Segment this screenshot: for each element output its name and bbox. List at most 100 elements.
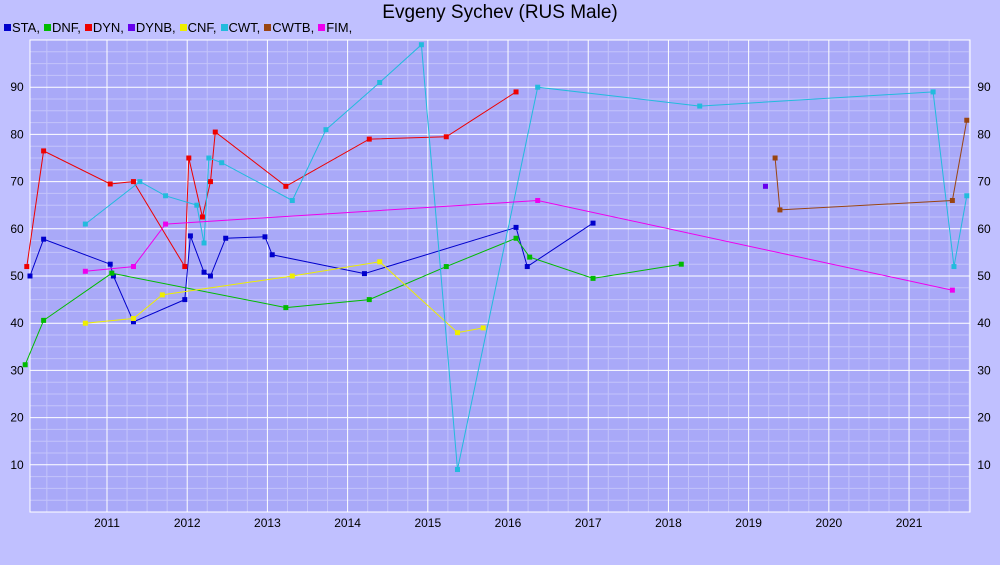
data-point-cwt [323,127,329,133]
data-point-cnf [454,330,460,336]
y-tick-label-right: 10 [977,458,991,472]
legend-item-dnf: DNF, [43,20,81,35]
data-point-sta [223,235,229,241]
data-point-cwt [377,79,383,85]
data-point-dnf [443,264,449,270]
y-tick-label-right: 30 [977,363,991,377]
data-point-cwtb [772,155,778,161]
legend-item-cnf: CNF, [179,20,217,35]
data-point-dnf [678,261,684,267]
data-point-cwtb [949,197,955,203]
data-point-cwt [951,264,957,270]
legend-label: DYN, [92,20,124,35]
chart-title: Evgeny Sychev (RUS Male) [382,2,618,23]
data-point-cnf [289,273,295,279]
x-tick-label: 2015 [414,516,441,530]
series-dynb [762,183,768,189]
data-point-cwt [219,160,225,166]
legend-item-dynb: DYNB, [127,20,176,35]
series-cwtb [772,117,970,213]
series-line-sta [29,222,594,323]
y-tick-label-left: 10 [10,458,24,472]
data-point-fim [163,221,169,227]
y-tick-label-right: 70 [977,175,991,189]
data-point-cwtb [777,207,783,213]
data-point-cwt [964,193,970,199]
data-point-dnf [366,297,372,303]
data-point-cwt [930,89,936,95]
series-dnf [22,235,684,368]
data-point-sta [27,273,33,279]
data-point-dnf [590,275,596,281]
x-tick-label: 2016 [495,516,522,530]
data-point-fim [130,264,136,270]
x-axis: 2011 2012 2013 2014 2015 2016 2017 2018 2019 2020… [94,516,923,530]
data-point-dnf [109,270,115,276]
data-point-dnf [41,317,47,323]
y-tick-label-left: 80 [10,127,24,141]
series-layer [22,42,970,473]
data-point-fim [535,197,541,203]
legend-label: CWTB, [272,20,315,35]
y-tick-label-right: 20 [977,411,991,425]
data-point-cwt [289,197,295,203]
data-point-sta [182,297,188,303]
legend-swatch [179,24,187,31]
y-tick-label-left: 90 [10,80,24,94]
data-point-sta [590,220,596,226]
series-fim [82,197,955,293]
x-tick-label: 2017 [575,516,602,530]
legend-item-cwtb: CWTB, [264,20,314,35]
data-point-cnf [480,325,486,331]
data-point-sta [130,319,136,325]
y-axis-right: 10 20 30 40 50 60 70 80 90 [977,80,991,472]
data-point-sta [262,234,268,240]
data-point-fim [82,268,88,274]
series-line-cwtb [774,120,968,211]
data-point-dnf [283,305,289,311]
x-tick-label: 2021 [896,516,923,530]
data-point-dyn [130,179,136,185]
data-point-sta [361,271,367,277]
data-point-cnf [377,259,383,265]
y-tick-label-left: 50 [10,269,24,283]
legend-swatch [84,24,92,31]
data-point-cwt [535,84,541,90]
x-tick-label: 2020 [815,516,842,530]
data-point-dyn [186,155,192,161]
legend-item-sta: STA, [4,20,40,35]
legend: STA, DNF, DYN, DYNB, CNF, CWT, CWTB, FIM, [4,20,356,35]
y-tick-label-right: 80 [977,127,991,141]
data-point-dyn [24,264,30,270]
y-tick-label-right: 60 [977,222,991,236]
legend-swatch [43,24,51,31]
data-point-cwt [194,202,200,208]
x-tick-label: 2012 [174,516,201,530]
legend-label: CWT, [228,20,261,35]
data-point-sta [207,273,213,279]
data-point-cnf [159,292,165,298]
legend-swatch [4,24,11,31]
legend-label: CNF, [187,20,217,35]
legend-swatch [318,24,326,31]
y-tick-label-right: 50 [977,269,991,283]
data-point-dyn [513,89,519,95]
y-tick-label-left: 70 [10,175,24,189]
series-dyn [24,89,519,270]
legend-item-fim: FIM, [318,20,352,35]
y-tick-label-right: 40 [977,316,991,330]
legend-item-dyn: DYN, [84,20,124,35]
series-sta [27,220,596,325]
data-point-dyn [199,214,205,220]
legend-label: STA, [12,20,40,35]
data-point-cwt [454,467,460,473]
data-point-dyn [212,129,218,135]
data-point-cwt [206,155,212,161]
data-point-dnf [22,362,28,368]
data-point-dnf [527,254,533,260]
data-point-cwt [163,193,169,199]
x-tick-label: 2013 [254,516,281,530]
data-point-sta [187,233,193,239]
y-tick-label-left: 20 [10,411,24,425]
